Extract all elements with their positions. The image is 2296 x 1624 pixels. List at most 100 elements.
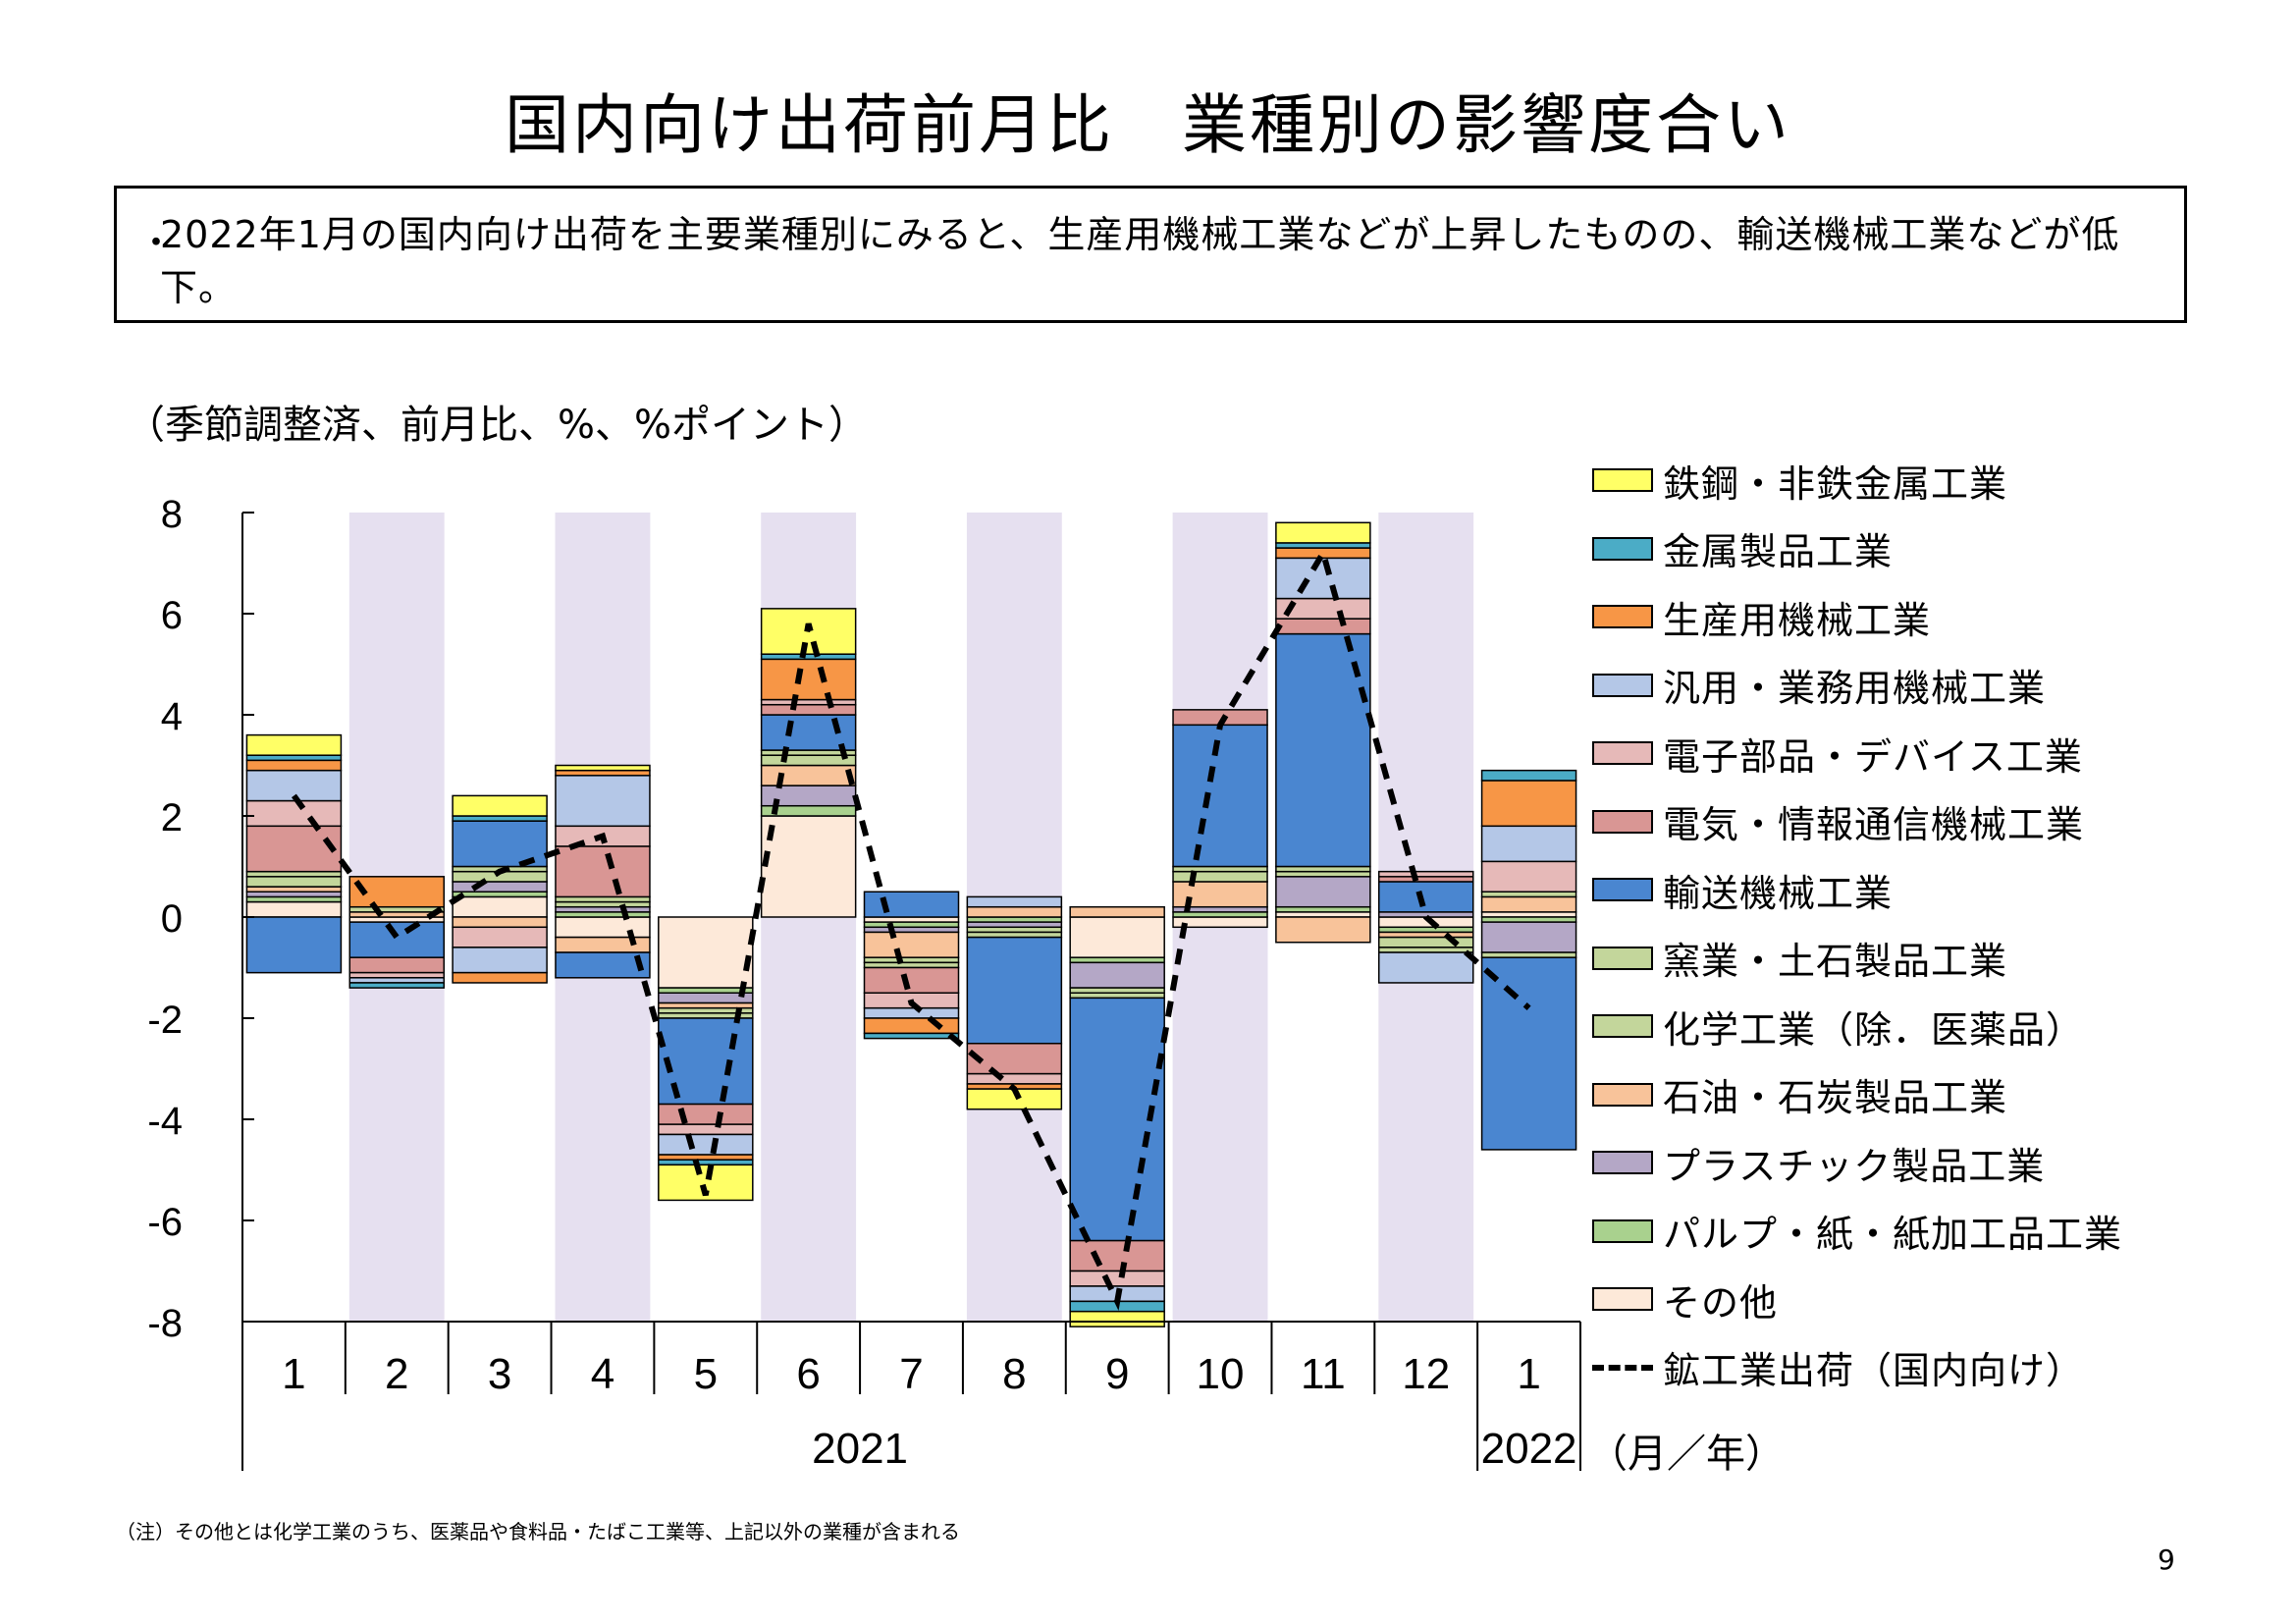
- legend-item: その他: [1592, 1272, 1778, 1326]
- bar-segment: [452, 794, 548, 817]
- bar-segment: [1377, 870, 1474, 878]
- bar-segment: [245, 825, 343, 873]
- bar-segment: [348, 982, 446, 989]
- summary-text: 2022年1月の国内向け出荷を主要業種別にみると、生産用機械工業などが上昇したも…: [160, 213, 2120, 309]
- bar-segment: [658, 1154, 754, 1161]
- unit-note: （季節調整済、前月比、%、%ポイント）: [126, 403, 869, 448]
- legend-swatch: [1592, 673, 1653, 697]
- bar-segment: [1172, 724, 1268, 868]
- bar-segment: [1275, 865, 1371, 873]
- bar-segment: [1480, 916, 1577, 923]
- bar-segment: [555, 764, 651, 772]
- bar-segment: [348, 977, 446, 984]
- x-tick-label: 9: [1105, 1350, 1129, 1398]
- bar-segment: [1069, 992, 1165, 1000]
- y-tick-label: -2: [147, 999, 183, 1042]
- legend-item: 汎用・業務用機械工業: [1592, 659, 2046, 712]
- bar-segment: [658, 1103, 754, 1125]
- x-tick-label: 3: [488, 1350, 511, 1398]
- y-tick-label: 6: [161, 594, 183, 637]
- x-tick-label: 10: [1197, 1350, 1245, 1398]
- legend-label: その他: [1663, 1280, 1779, 1325]
- bar-segment: [245, 900, 343, 918]
- bar-segment: [658, 992, 754, 1004]
- legend-item: 窯業・土石製品工業: [1592, 932, 2007, 985]
- bar-segment: [1069, 987, 1165, 994]
- x-tick-label: 5: [694, 1350, 718, 1398]
- legend-swatch: [1592, 1287, 1653, 1311]
- bar-segment: [1275, 618, 1371, 635]
- x-tick-label: 2: [385, 1350, 408, 1398]
- bar-segment: [1377, 931, 1474, 939]
- bar-segment: [863, 956, 960, 964]
- bar-segment: [1275, 542, 1371, 549]
- bar-segment: [1377, 947, 1474, 953]
- legend-item: 化学工業（除．医薬品）: [1592, 1000, 2084, 1053]
- bar-segment: [1480, 860, 1577, 893]
- bar-segment: [1275, 905, 1371, 913]
- bar-segment: [1480, 780, 1577, 828]
- bar-segment: [1480, 769, 1577, 782]
- bar-segment: [452, 881, 548, 893]
- x-tick-label: 1: [1517, 1350, 1540, 1398]
- x-tick-label: 8: [1002, 1350, 1026, 1398]
- bar-segment: [658, 916, 754, 989]
- bar-segment: [863, 1017, 960, 1035]
- x-tick-label: 6: [796, 1350, 820, 1398]
- bar-segment: [966, 926, 1063, 934]
- bar-segment: [760, 815, 857, 918]
- y-tick-label: 4: [161, 695, 183, 738]
- bar-segment: [863, 966, 960, 994]
- y-tick-label: 8: [161, 493, 183, 536]
- bar-segment: [658, 1017, 754, 1106]
- bar-segment: [1275, 547, 1371, 560]
- bar-segment: [555, 775, 651, 828]
- x-tick-label: 1: [282, 1350, 305, 1398]
- summary-bullet: ・: [138, 223, 175, 263]
- legend-label: 金属製品工業: [1663, 530, 1894, 573]
- bar-segment: [555, 951, 651, 979]
- bar-segment: [863, 1032, 960, 1040]
- bar-segment: [348, 921, 446, 958]
- bar-segment: [760, 764, 857, 786]
- bar-segment: [966, 921, 1063, 929]
- bar-segment: [555, 769, 651, 777]
- y-tick-label: 0: [161, 897, 183, 941]
- page-title: 国内向け出荷前月比 業種別の影響度合い: [505, 87, 1791, 163]
- bar-segment: [760, 698, 857, 706]
- legend-label: 石油・石炭製品工業: [1663, 1076, 2008, 1119]
- bar-segment: [245, 876, 343, 888]
- bar-segment: [658, 1159, 754, 1166]
- bar-segment: [555, 845, 651, 898]
- bar-segment: [760, 703, 857, 716]
- bar-segment: [245, 886, 343, 893]
- legend-item: 鉄鋼・非鉄金属工業: [1592, 454, 2007, 507]
- bar-segment: [1377, 876, 1474, 883]
- bar-segment: [555, 911, 651, 918]
- bar-segment: [658, 987, 754, 994]
- x-tick-label: 4: [591, 1350, 614, 1398]
- bar-segment: [966, 1072, 1063, 1085]
- bar-segment: [245, 891, 343, 898]
- bar-segment: [452, 947, 548, 974]
- bar-segment: [452, 926, 548, 948]
- bar-segment: [1377, 911, 1474, 918]
- bar-segment: [245, 799, 343, 828]
- bar-segment: [1275, 911, 1371, 918]
- bar-segment: [863, 1006, 960, 1019]
- legend-item: 電子部品・デバイス工業: [1592, 727, 2083, 780]
- bar-segment: [555, 905, 651, 913]
- legend-item: プラスチック製品工業: [1592, 1136, 2045, 1189]
- bar-segment: [966, 905, 1063, 918]
- legend-swatch: [1592, 1218, 1653, 1243]
- bar-segment: [348, 905, 446, 913]
- legend-item: 生産用機械工業: [1592, 590, 1931, 643]
- bar-segment: [1480, 951, 1577, 958]
- bar-segment: [245, 916, 343, 974]
- bar-segment: [863, 916, 960, 923]
- legend-line-swatch: [1592, 1364, 1653, 1371]
- legend-label: 輸送機械工業: [1663, 871, 1894, 915]
- legend-swatch: [1592, 1014, 1653, 1038]
